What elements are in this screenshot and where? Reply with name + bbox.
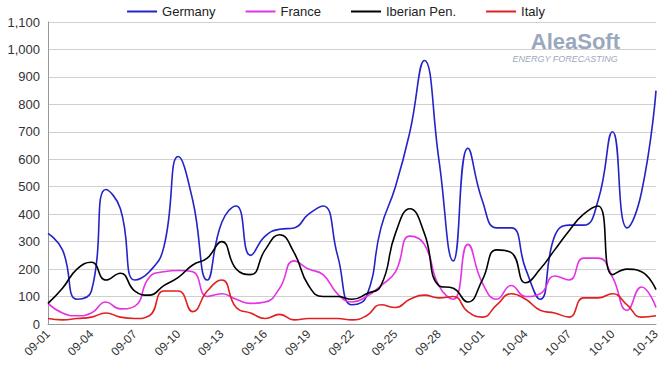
svg-text:09-13: 09-13 <box>195 327 227 359</box>
svg-text:10-01: 10-01 <box>456 327 488 359</box>
svg-text:100: 100 <box>18 289 40 304</box>
svg-text:600: 600 <box>18 152 40 167</box>
svg-text:09-10: 09-10 <box>152 327 184 359</box>
svg-text:400: 400 <box>18 207 40 222</box>
svg-text:1,000: 1,000 <box>7 42 40 57</box>
svg-text:Germany: Germany <box>162 4 216 19</box>
svg-text:300: 300 <box>18 234 40 249</box>
svg-text:800: 800 <box>18 97 40 112</box>
svg-text:10-04: 10-04 <box>499 327 531 359</box>
svg-text:1,100: 1,100 <box>7 15 40 30</box>
svg-text:AleaSoft: AleaSoft <box>530 28 620 54</box>
svg-text:0: 0 <box>33 317 40 332</box>
svg-text:700: 700 <box>18 124 40 139</box>
svg-text:Italy: Italy <box>521 4 545 19</box>
svg-text:09-28: 09-28 <box>412 327 444 359</box>
svg-text:10-10: 10-10 <box>586 327 618 359</box>
svg-text:09-01: 09-01 <box>21 327 53 359</box>
svg-text:09-04: 09-04 <box>65 327 97 359</box>
svg-text:Iberian Pen.: Iberian Pen. <box>386 4 456 19</box>
svg-text:09-19: 09-19 <box>282 327 314 359</box>
svg-text:France: France <box>281 4 321 19</box>
svg-text:09-07: 09-07 <box>108 327 140 359</box>
svg-text:10-13: 10-13 <box>629 327 661 359</box>
svg-text:09-16: 09-16 <box>239 327 271 359</box>
svg-text:09-25: 09-25 <box>369 327 401 359</box>
svg-text:200: 200 <box>18 262 40 277</box>
svg-text:500: 500 <box>18 179 40 194</box>
svg-text:900: 900 <box>18 69 40 84</box>
svg-text:ENERGY FORECASTING: ENERGY FORECASTING <box>512 54 617 64</box>
svg-text:10-07: 10-07 <box>543 327 575 359</box>
svg-text:09-22: 09-22 <box>325 327 357 359</box>
